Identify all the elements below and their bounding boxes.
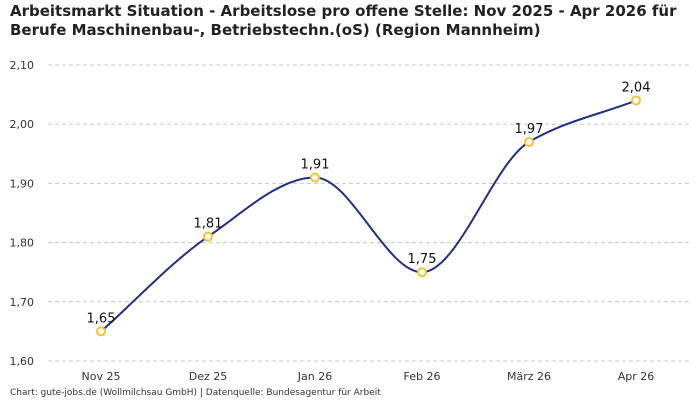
x-tick-label: Apr 26	[618, 370, 655, 383]
x-tick-label: Jan 26	[297, 370, 332, 383]
data-label: 2,04	[622, 81, 651, 96]
x-tick-label: Nov 25	[82, 370, 121, 383]
data-point	[96, 326, 106, 337]
data-point	[310, 172, 320, 183]
y-tick-label: 1,90	[10, 177, 35, 190]
data-labels: 1,65 1,81 1,91 1,75 1,97 2,04	[87, 81, 651, 327]
data-point	[417, 267, 427, 278]
y-tick-label: 1,70	[10, 296, 35, 309]
data-points	[96, 95, 641, 337]
data-point	[203, 231, 213, 242]
y-axis-ticks: 1,60 1,70 1,80 1,90 2,00 2,10	[10, 59, 35, 368]
y-tick-label: 1,60	[10, 355, 35, 368]
x-axis-ticks: Nov 25 Dez 25 Jan 26 Feb 26 März 26 Apr 26	[82, 370, 655, 383]
x-tick-label: Feb 26	[404, 370, 441, 383]
data-label: 1,91	[301, 157, 330, 172]
source-note: Chart: gute-jobs.de (Wollmilchsau GmbH) …	[10, 388, 381, 398]
y-tick-label: 2,00	[10, 118, 35, 131]
grid-lines	[48, 64, 690, 362]
y-tick-label: 1,80	[10, 237, 35, 250]
data-point	[631, 95, 641, 106]
y-tick-label: 2,10	[10, 59, 35, 72]
x-tick-label: Dez 25	[189, 370, 228, 383]
data-point	[524, 136, 534, 147]
x-tick-label: März 26	[507, 370, 551, 383]
data-label: 1,81	[194, 217, 223, 232]
chart-title: Arbeitsmarkt Situation - Arbeitslose pro…	[10, 2, 677, 39]
data-label: 1,97	[515, 122, 544, 137]
data-label: 1,75	[408, 252, 437, 267]
series-line	[100, 99, 637, 333]
data-label: 1,65	[87, 311, 116, 326]
